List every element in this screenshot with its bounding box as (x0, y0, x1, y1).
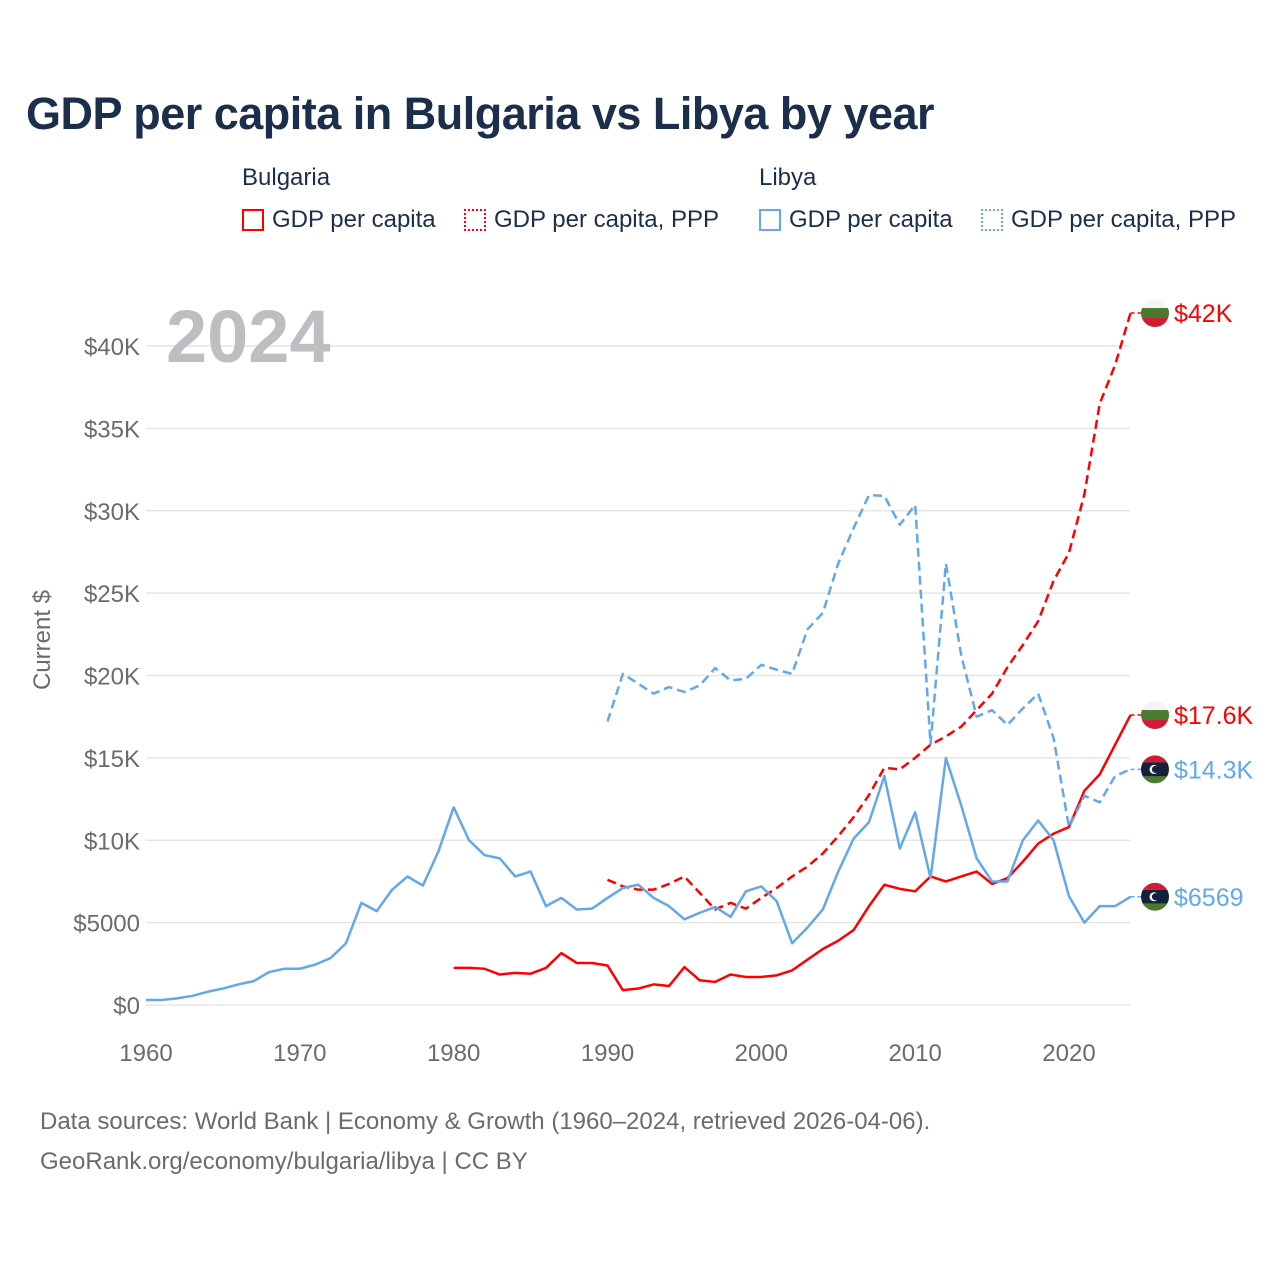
legend-label: GDP per capita (789, 206, 953, 233)
legend-label: GDP per capita, PPP (1011, 206, 1236, 233)
legend-libya-ppp[interactable]: GDP per capita, PPP (981, 206, 1236, 234)
y-tick-label: $35K (84, 416, 140, 443)
end-value-label: $14.3K (1174, 756, 1254, 784)
series-line-bulgaria-gdp-per-capita-ppp (606, 312, 1132, 911)
series-line-bulgaria-gdp-per-capita (453, 714, 1132, 992)
legend-swatch-dotted (464, 209, 486, 231)
legend-swatch-dotted (981, 209, 1003, 231)
libya-flag-icon (1141, 882, 1169, 911)
chart-title: GDP per capita in Bulgaria vs Libya by y… (26, 88, 935, 139)
series-line-libya-gdp-per-capita-ppp (606, 493, 1132, 829)
x-tick-label: 2000 (735, 1040, 788, 1067)
y-axis-label: Current $ (29, 590, 56, 690)
y-tick-label: $40K (84, 334, 140, 361)
y-tick-label: $30K (84, 499, 140, 526)
end-value-label: $42K (1174, 300, 1233, 328)
x-tick-label: 2010 (888, 1040, 941, 1067)
x-tick-label: 1990 (581, 1040, 634, 1067)
legend-libya-gdp[interactable]: GDP per capita (759, 206, 953, 234)
y-tick-label: $20K (84, 664, 140, 691)
y-tick-label: $5000 (73, 911, 140, 938)
bulgaria-flag-icon (1141, 701, 1169, 730)
footer-sources: Data sources: World Bank | Economy & Gro… (40, 1108, 931, 1135)
year-label: 2024 (166, 295, 331, 378)
y-tick-label: $15K (84, 746, 140, 773)
libya-flag-icon (1141, 755, 1169, 784)
legend-bulgaria-ppp[interactable]: GDP per capita, PPP (464, 206, 719, 234)
x-tick-label: 1980 (427, 1040, 480, 1067)
y-tick-label: $10K (84, 828, 140, 855)
y-tick-label: $0 (113, 993, 140, 1020)
x-tick-label: 2020 (1042, 1040, 1095, 1067)
legend-swatch-solid (759, 209, 781, 231)
footer-link[interactable]: GeoRank.org/economy/bulgaria/libya | CC … (40, 1148, 528, 1175)
legend-bulgaria-gdp[interactable]: GDP per capita (242, 206, 436, 234)
end-value-label: $17.6K (1174, 702, 1254, 730)
legend-group-bulgaria: Bulgaria (242, 164, 331, 191)
legend-label: GDP per capita, PPP (494, 206, 719, 233)
bulgaria-flag-icon (1141, 299, 1169, 328)
legend-group-libya: Libya (759, 164, 817, 191)
y-tick-label: $25K (84, 581, 140, 608)
x-tick-label: 1960 (119, 1040, 172, 1067)
series-line-libya-gdp-per-capita (146, 756, 1132, 1002)
end-value-label: $6569 (1174, 884, 1244, 912)
legend-label: GDP per capita (272, 206, 436, 233)
legend-swatch-solid (242, 209, 264, 231)
x-tick-label: 1970 (273, 1040, 326, 1067)
